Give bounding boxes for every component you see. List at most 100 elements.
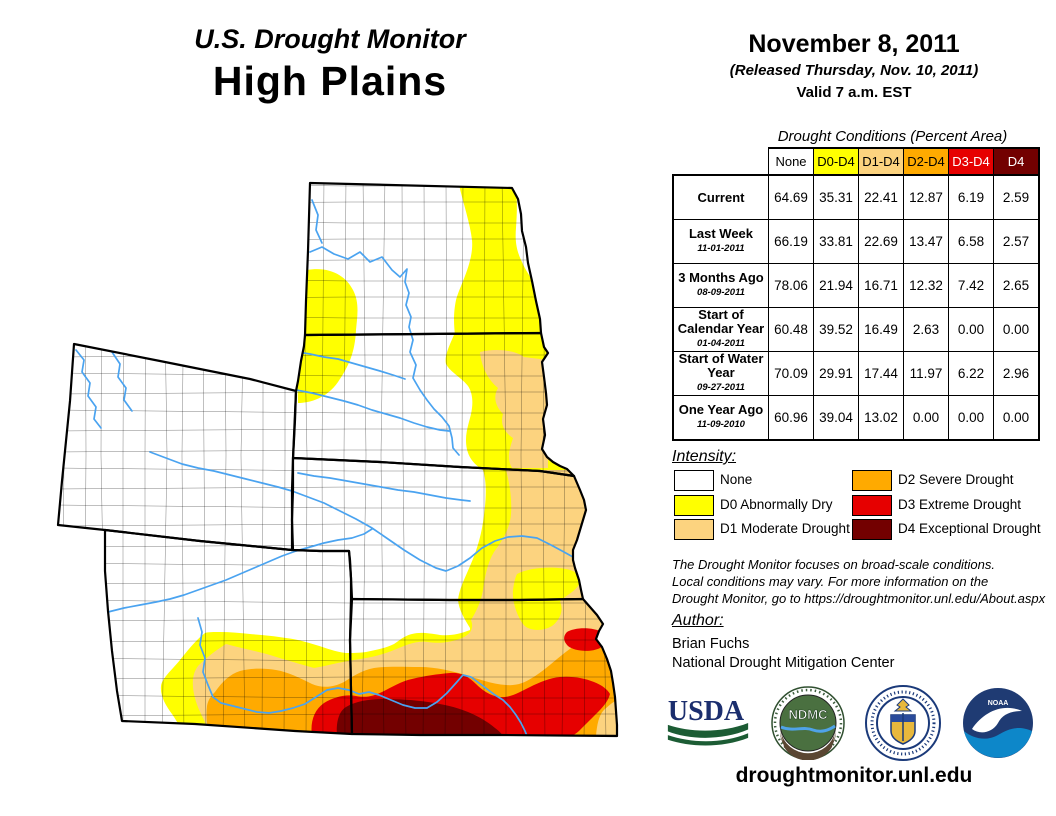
svg-text:NOAA: NOAA bbox=[988, 700, 1009, 707]
south-platte-river bbox=[107, 528, 373, 613]
cell: 0.00 bbox=[948, 307, 994, 352]
d2-swatch bbox=[852, 470, 892, 491]
d3-swatch bbox=[852, 495, 892, 516]
powder-river bbox=[111, 351, 133, 412]
d0-area-nd-west-blob bbox=[296, 269, 358, 403]
footer-url: droughtmonitor.unl.edu bbox=[735, 764, 973, 787]
cell: 2.96 bbox=[993, 351, 1040, 396]
platte-river bbox=[149, 451, 574, 572]
cell: 39.52 bbox=[813, 307, 859, 352]
disclaimer-line: The Drought Monitor focuses on broad-sca… bbox=[672, 557, 996, 572]
cell: 12.32 bbox=[903, 263, 949, 308]
row-label-start-water-year: Start of Water Year 09-27-2011 bbox=[672, 351, 769, 396]
cell: 11.97 bbox=[903, 351, 949, 396]
table-row: Current 64.69 35.31 22.41 12.87 6.19 2.5… bbox=[672, 174, 1040, 220]
kansas-border bbox=[348, 597, 619, 738]
table-row: Start of Water Year 09-27-2011 70.09 29.9… bbox=[672, 351, 1040, 396]
state-borders bbox=[56, 181, 619, 738]
cell: 21.94 bbox=[813, 263, 859, 308]
arkansas-river bbox=[197, 617, 528, 736]
legend-label: D2 Severe Drought bbox=[898, 472, 1014, 487]
table-row: Last Week 11-01-2011 66.19 33.81 22.69 13… bbox=[672, 219, 1040, 264]
disclaimer-line: Local conditions may vary. For more info… bbox=[672, 574, 989, 589]
author-heading: Author: bbox=[672, 612, 724, 629]
released-date: (Released Thursday, Nov. 10, 2011) bbox=[729, 62, 979, 79]
page-title: U.S. Drought Monitor bbox=[194, 24, 466, 54]
cell: 64.69 bbox=[768, 174, 814, 220]
disclaimer-text: The Drought Monitor focuses on broad-sca… bbox=[672, 556, 1052, 607]
drought-conditions-table: None D0-D4 D1-D4 D2-D4 D3-D4 D4 Current … bbox=[672, 147, 1040, 441]
table-row: Start of Calendar Year 01-04-2011 60.48 3… bbox=[672, 307, 1040, 352]
cell: 13.47 bbox=[903, 219, 949, 264]
legend-label: D3 Extreme Drought bbox=[898, 497, 1022, 512]
table-corner-cell bbox=[673, 148, 769, 175]
niobrara-river bbox=[297, 472, 471, 502]
cell: 66.19 bbox=[768, 219, 814, 264]
white-river bbox=[295, 389, 450, 432]
bighorn-river bbox=[75, 349, 102, 429]
legend-label: D4 Exceptional Drought bbox=[898, 521, 1041, 536]
col-header-d4: D4 bbox=[993, 147, 1040, 176]
cell: 0.00 bbox=[903, 395, 949, 441]
cell: 70.09 bbox=[768, 351, 814, 396]
table-row: 3 Months Ago 08-09-2011 78.06 21.94 16.71… bbox=[672, 263, 1040, 308]
cell: 60.96 bbox=[768, 395, 814, 441]
cell: 2.65 bbox=[993, 263, 1040, 308]
cell: 22.41 bbox=[858, 174, 904, 220]
north-dakota-border bbox=[303, 181, 543, 337]
table-row: One Year Ago 11-09-2010 60.96 39.04 13.02… bbox=[672, 395, 1040, 441]
drought-map bbox=[56, 181, 619, 738]
svg-text:USDA: USDA bbox=[668, 696, 745, 727]
row-label-current: Current bbox=[672, 174, 769, 220]
legend-heading: Intensity: bbox=[672, 448, 737, 465]
cell: 6.58 bbox=[948, 219, 994, 264]
cell: 12.87 bbox=[903, 174, 949, 220]
wyoming-border bbox=[56, 342, 298, 552]
cell: 39.04 bbox=[813, 395, 859, 441]
usda-logo: USDA bbox=[667, 696, 749, 746]
valid-time: Valid 7 a.m. EST bbox=[796, 84, 912, 101]
cell: 2.63 bbox=[903, 307, 949, 352]
rivers bbox=[75, 199, 574, 736]
noaa-logo: NOAA bbox=[962, 688, 1033, 758]
cell: 16.49 bbox=[858, 307, 904, 352]
table-header-row: None D0-D4 D1-D4 D2-D4 D3-D4 D4 bbox=[673, 147, 1040, 176]
legend-label: None bbox=[720, 472, 753, 487]
colorado-border bbox=[103, 528, 354, 736]
svg-text:NDMC: NDMC bbox=[788, 707, 828, 722]
cell: 60.48 bbox=[768, 307, 814, 352]
col-header-d3-d4: D3-D4 bbox=[948, 147, 994, 176]
grand-river bbox=[296, 351, 406, 380]
cell: 17.44 bbox=[858, 351, 904, 396]
d0-swatch bbox=[674, 495, 714, 516]
cell: 7.42 bbox=[948, 263, 994, 308]
col-header-none: None bbox=[768, 147, 814, 176]
doc-logo bbox=[865, 685, 942, 761]
row-label-3-months-ago: 3 Months Ago 08-09-2011 bbox=[672, 263, 769, 308]
legend-label: D1 Moderate Drought bbox=[720, 521, 850, 536]
d4-area-south-ks bbox=[336, 699, 503, 736]
d1-swatch bbox=[674, 519, 714, 540]
author-organization: National Drought Mitigation Center bbox=[672, 655, 895, 671]
cell: 6.22 bbox=[948, 351, 994, 396]
col-header-d0-d4: D0-D4 bbox=[813, 147, 859, 176]
cell: 16.71 bbox=[858, 263, 904, 308]
legend-label: D0 Abnormally Dry bbox=[720, 497, 833, 512]
row-label-one-year-ago: One Year Ago 11-09-2010 bbox=[672, 395, 769, 441]
cell: 2.59 bbox=[993, 174, 1040, 220]
ndmc-logo: NDMC bbox=[770, 686, 845, 760]
disclaimer-line: Drought Monitor, go to https://droughtmo… bbox=[672, 591, 1046, 606]
cell: 0.00 bbox=[993, 395, 1040, 441]
d4-swatch bbox=[852, 519, 892, 540]
cell: 6.19 bbox=[948, 174, 994, 220]
col-header-d2-d4: D2-D4 bbox=[903, 147, 949, 176]
map-date: November 8, 2011 bbox=[748, 30, 960, 58]
cell: 13.02 bbox=[858, 395, 904, 441]
little-missouri-river bbox=[311, 199, 323, 244]
cell: 22.69 bbox=[858, 219, 904, 264]
cell: 2.57 bbox=[993, 219, 1040, 264]
cell: 0.00 bbox=[993, 307, 1040, 352]
missouri-river bbox=[309, 246, 460, 456]
cell: 29.91 bbox=[813, 351, 859, 396]
